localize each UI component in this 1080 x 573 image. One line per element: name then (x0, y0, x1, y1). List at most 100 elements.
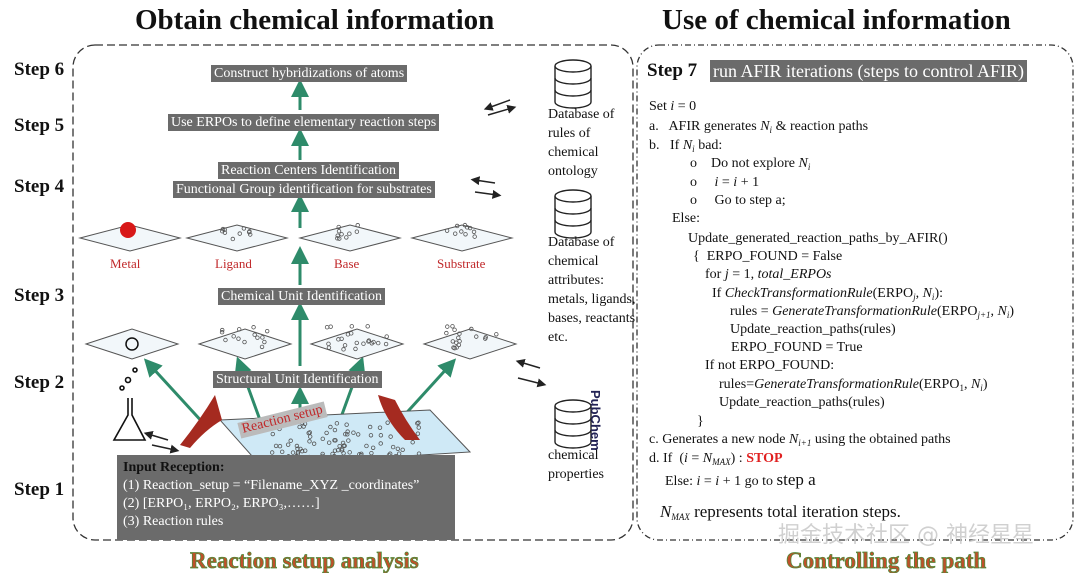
molecule-dot (328, 424, 333, 430)
molecule-dot (444, 330, 449, 336)
pseudocode-segment: Else: (672, 211, 700, 226)
pseudocode-segment: a. AFIR generates (649, 119, 761, 134)
pseudocode-line: for j = 1, total_ERPOs (705, 267, 832, 283)
pseudocode-segment: = 1, (728, 267, 758, 282)
molecule-dot (311, 441, 317, 446)
molecule-dot (462, 222, 468, 228)
pseudocode-segment: for (705, 267, 725, 282)
molecule-dot (273, 443, 279, 449)
watermark: 掘金技术社区 @ 神经星星 (778, 523, 1034, 548)
planes (78, 224, 518, 360)
molecule-dot (279, 449, 285, 455)
molecule-dot (472, 234, 477, 239)
pseudocode-segment: Else: (665, 474, 697, 489)
right-panel-border (636, 44, 1074, 541)
pseudocode-segment: } (697, 414, 704, 429)
molecule-dot (400, 447, 405, 452)
pseudocode-segment: b. If (649, 138, 683, 153)
pseudocode-segment: (ERPO (937, 304, 978, 319)
plane-label-ligand: Ligand (215, 256, 252, 271)
pseudocode-segment: STOP (746, 451, 783, 466)
step-2-label: Step 2 (14, 372, 65, 393)
pseudocode-segment: & reaction paths (772, 119, 869, 134)
molecule-dot (384, 334, 389, 339)
pseudocode-segment: ): (934, 286, 943, 301)
pseudocode-segment: ) (982, 377, 988, 392)
molecule-dot (395, 446, 401, 451)
molecule-dot (453, 231, 458, 236)
pseudocode-line: b. If Ni bad: (649, 138, 722, 154)
pseudocode-segment: i (714, 175, 719, 190)
molecule-dot (388, 434, 393, 439)
input-reception-title: Input Reception: (123, 460, 225, 475)
molecule-dot (307, 434, 313, 439)
database-icon (554, 59, 592, 109)
molecule-dot (459, 229, 464, 234)
step-5-label: Step 5 (14, 115, 65, 136)
molecule-dot (264, 328, 270, 334)
pseudocode-segment: 1 (959, 383, 964, 393)
molecule-dot (328, 324, 333, 329)
molecule-dot (469, 326, 474, 332)
pseudocode-segment: = (700, 474, 716, 489)
pseudocode-line: Else: (672, 211, 700, 227)
molecule-dot (298, 446, 303, 452)
molecule-dot (247, 229, 252, 234)
unit-plane (84, 328, 180, 360)
pseudocode-segment: N (702, 451, 713, 466)
construct-hybridizations-label: Construct hybridizations of atoms (211, 65, 408, 82)
left-panel-border (72, 44, 634, 541)
molecule-dot (220, 327, 225, 333)
pseudocode-segment: represents total iteration steps. (689, 502, 901, 521)
pseudocode-segment: step a (776, 470, 816, 489)
molecule-dot (342, 443, 347, 449)
pseudocode-segment: i (980, 383, 983, 393)
plane-substrate (410, 224, 514, 252)
pseudocode-segment: i+1 (798, 438, 812, 448)
molecule-dot (347, 450, 352, 455)
pseudocode-segment: { ERPO_FOUND = False (693, 249, 843, 264)
molecule-dot (339, 446, 345, 452)
pseudocode-segment: , (915, 286, 923, 301)
molecule-dot (252, 332, 257, 337)
molecule-dot (259, 344, 265, 350)
step-1-label: Step 1 (14, 479, 65, 500)
molecule-dot (355, 432, 361, 437)
unit-plane (309, 328, 405, 360)
molecule-dot (349, 324, 354, 329)
pseudocode-segment: i (684, 451, 688, 466)
structural-unit-label: Structural Unit Identification (213, 371, 382, 388)
molecule-dot (255, 335, 260, 340)
molecule-dot (285, 442, 291, 447)
step-6-label: Step 6 (14, 59, 65, 80)
molecule-dot (450, 324, 455, 329)
pseudocode-line: NMAX represents total iteration steps. (660, 502, 901, 522)
molecule-dot (332, 438, 337, 443)
molecule-dot (415, 431, 421, 436)
input-item: (3) Reaction rules (123, 514, 224, 529)
pseudocode-segment: rules = (730, 304, 773, 319)
pseudocode-segment: N (660, 502, 672, 521)
molecule-dot (290, 450, 296, 455)
molecule-dot (297, 424, 302, 430)
molecule-dot (324, 430, 329, 436)
pseudocode-line: o Go to step a; (690, 193, 786, 209)
molecule-dot (326, 440, 332, 445)
molecule-dot (339, 232, 344, 237)
molecule-dot (335, 447, 341, 453)
pseudocode-segment: o Go to step a; (690, 193, 786, 208)
molecule-dot (219, 330, 225, 335)
molecule-dot (337, 443, 342, 449)
left-title: Obtain chemical information (135, 4, 495, 36)
molecule-dot (237, 231, 242, 236)
molecule-dot (242, 339, 247, 345)
molecule-dot (454, 223, 460, 229)
pseudocode-segment: Update_reaction_paths(rules) (719, 395, 885, 410)
plane-base (298, 224, 402, 252)
pseudocode-segment: GenerateTransformationRule (772, 304, 937, 319)
step-7-label: Step 7 (647, 60, 698, 81)
pseudocode-line: { ERPO_FOUND = False (693, 249, 842, 265)
pseudocode-segment: i (696, 474, 701, 489)
pseudocode-line: Update_generated_reaction_paths_by_AFIR(… (688, 231, 948, 247)
